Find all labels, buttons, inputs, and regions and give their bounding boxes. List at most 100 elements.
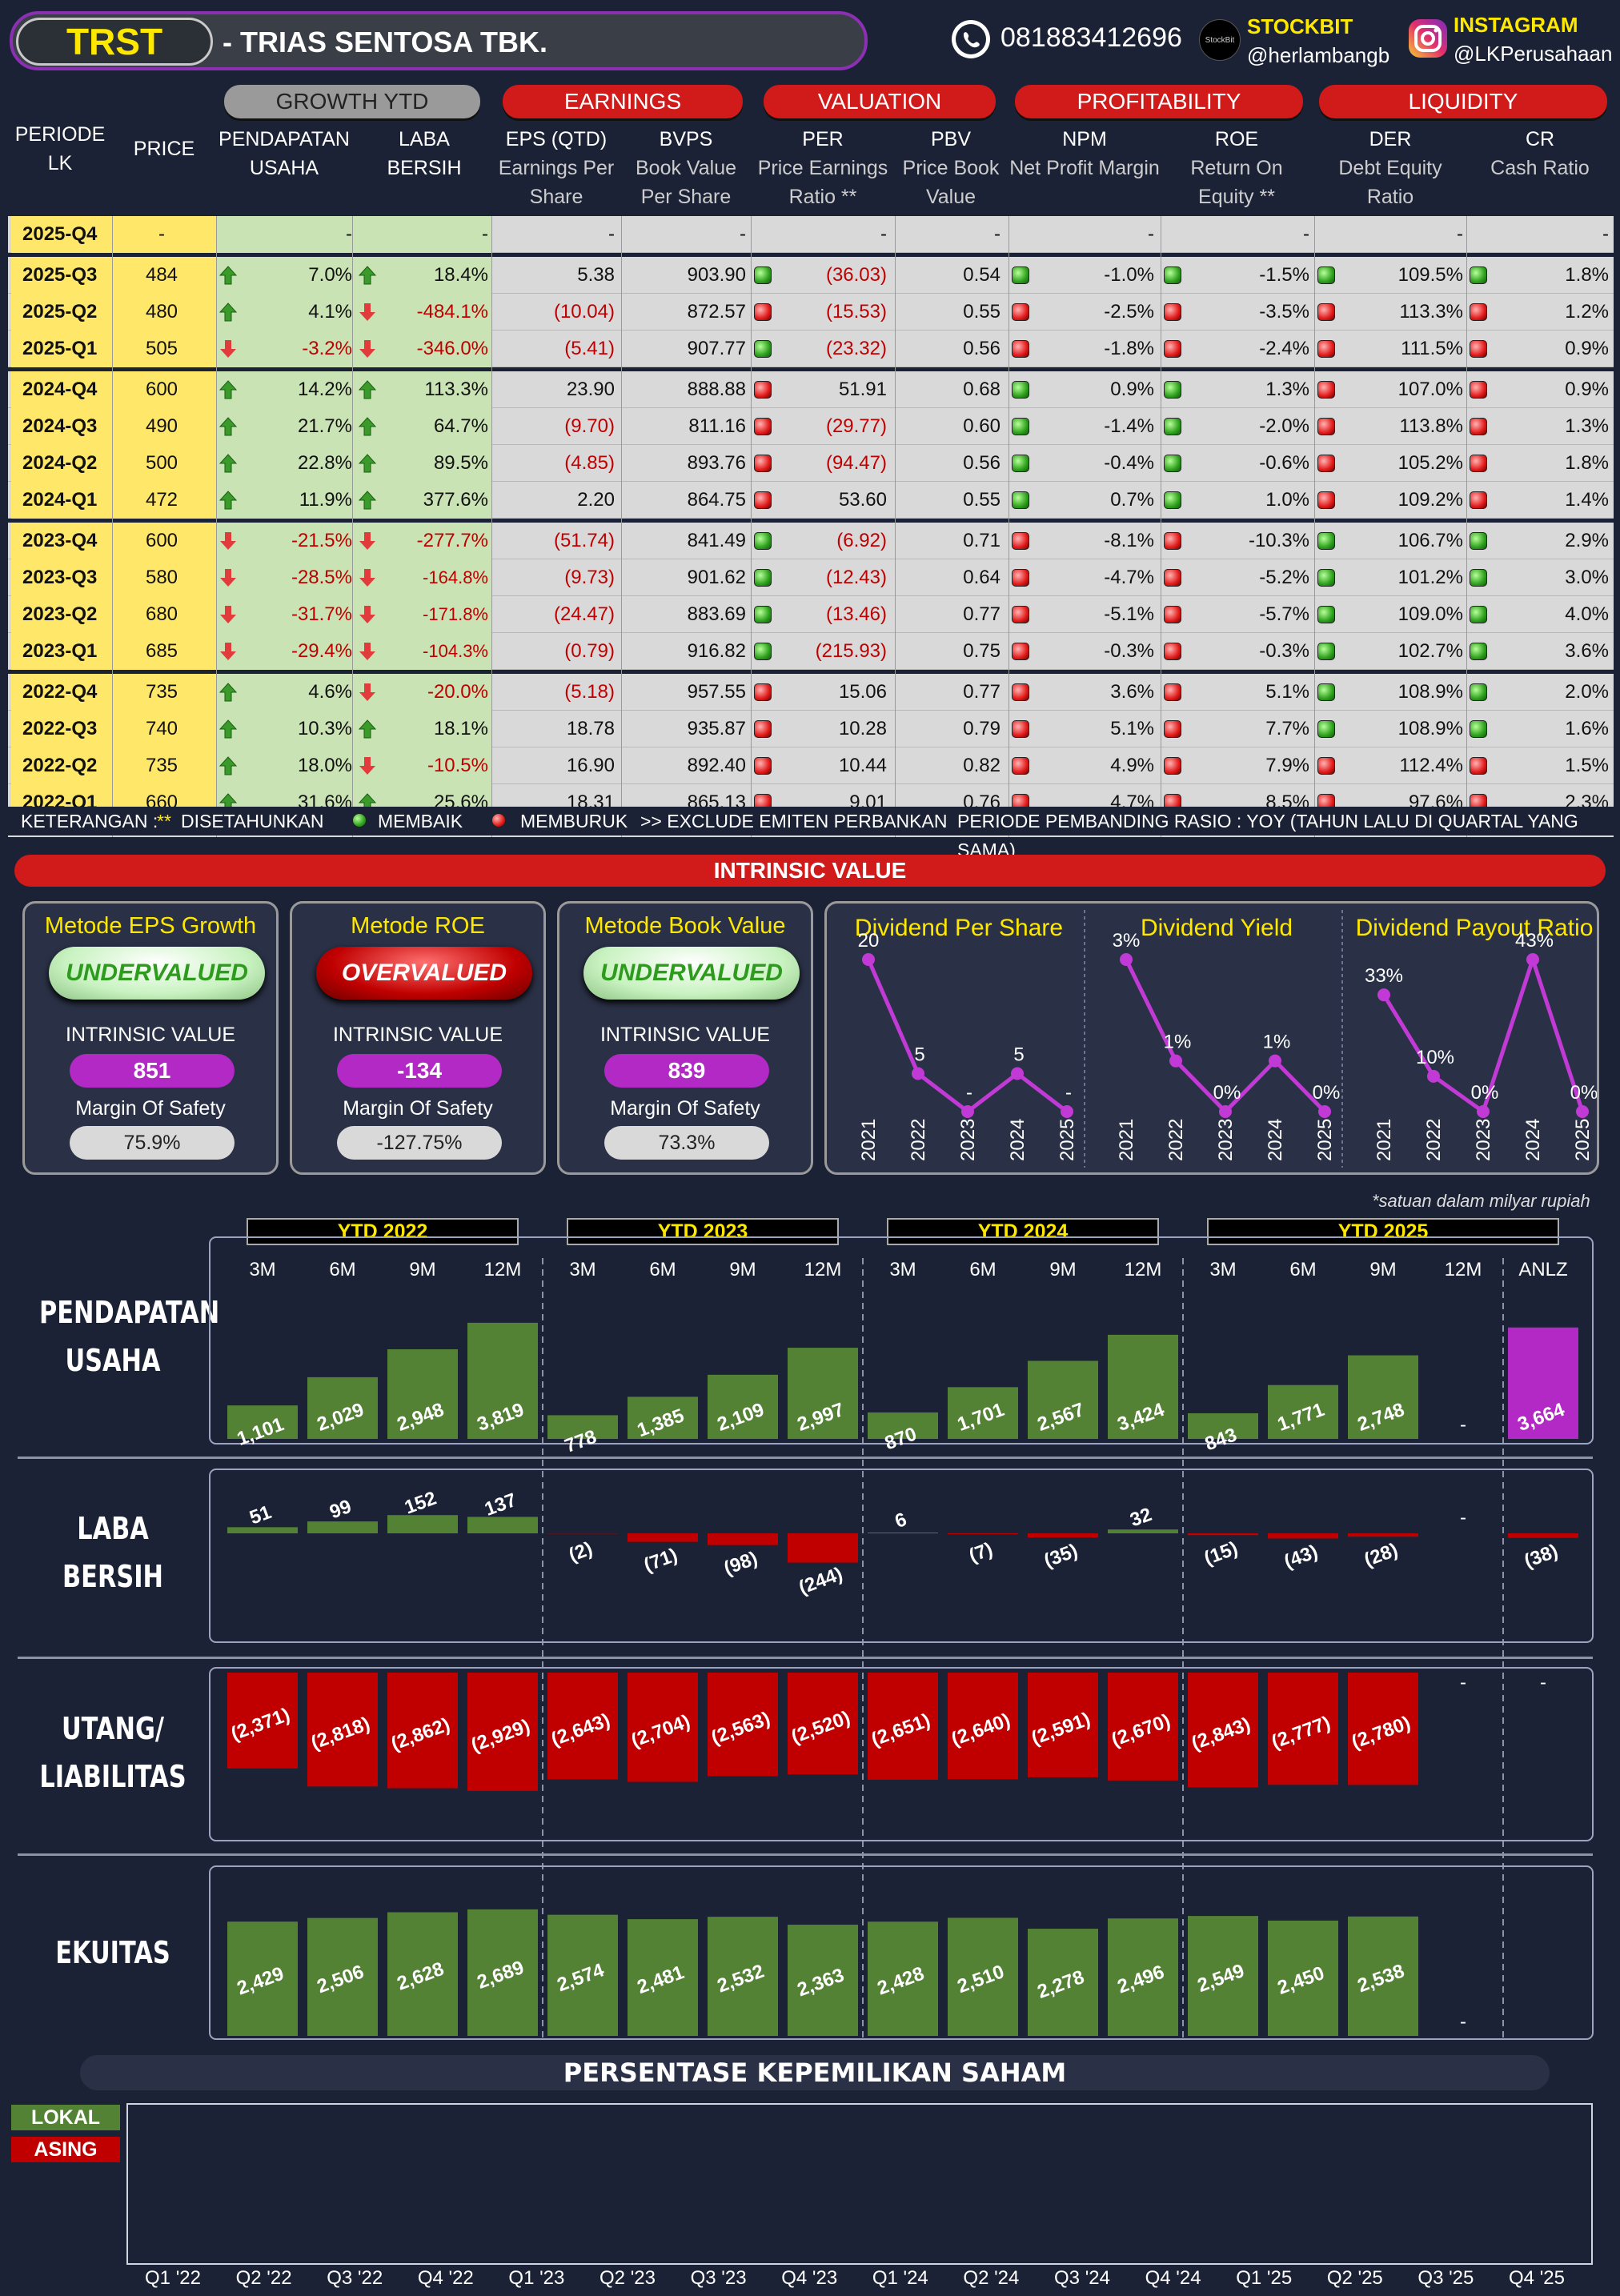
cell-roe: -3.5% xyxy=(1259,301,1309,323)
cell-laba: 18.1% xyxy=(378,711,488,747)
cell-npm: -2.5% xyxy=(1104,301,1154,323)
status-red-icon xyxy=(754,455,772,472)
cell-der: 113.8% xyxy=(1399,415,1463,437)
dividend-point xyxy=(1318,1105,1331,1118)
dividend-point xyxy=(1477,1105,1490,1118)
col-eps: EPS (QTD) Earnings Per Share xyxy=(498,128,615,208)
status-green-icon xyxy=(1164,381,1181,399)
cell-roe: 7.9% xyxy=(1265,755,1309,776)
dividend-year: 2023 xyxy=(1215,1119,1237,1161)
cell-pendapatan: - xyxy=(240,216,352,253)
dividend-label: 3% xyxy=(1113,930,1141,952)
bar xyxy=(307,1376,378,1439)
cell-laba: - xyxy=(378,216,488,253)
cell-der: - xyxy=(1457,223,1463,245)
arrow-up-icon xyxy=(359,491,376,510)
row-separator xyxy=(8,253,1614,257)
status-green-icon xyxy=(1317,643,1335,660)
dividend-year: 2025 xyxy=(1314,1119,1336,1161)
cell-npm: -5.1% xyxy=(1104,603,1154,625)
cell-pbv: 0.55 xyxy=(963,489,1000,511)
cell-bvps: 935.87 xyxy=(687,718,746,739)
status-green-icon xyxy=(754,606,772,623)
arrow-down-icon xyxy=(359,340,375,358)
cell-per: (215.93) xyxy=(815,640,887,662)
cell-eps: 16.90 xyxy=(566,755,615,776)
status-green-icon xyxy=(754,266,772,284)
cell-price: 680 xyxy=(107,596,216,633)
quarter-label: Q4 '25 xyxy=(1509,2267,1565,2289)
cell-price: 735 xyxy=(107,674,216,711)
dividend-year: 2024 xyxy=(1007,1119,1029,1161)
bar xyxy=(547,1914,618,2036)
stockbit-label: STOCKBIT xyxy=(1247,14,1353,38)
ekuitas-panel xyxy=(209,1865,1594,2040)
table-row: 2023-Q1 685 -29.4% -104.3% (0.79) 916.82 (215.… xyxy=(8,633,1614,670)
cell-pbv: 0.56 xyxy=(963,338,1000,359)
cell-npm: 5.1% xyxy=(1110,718,1154,739)
bar xyxy=(1028,1673,1098,1777)
table-row: 2023-Q3 580 -28.5% -164.8% (9.73) 901.62 (12.4… xyxy=(8,559,1614,596)
arrow-up-icon xyxy=(219,719,237,739)
status-red-icon xyxy=(1164,303,1181,321)
status-green-icon xyxy=(1317,532,1335,550)
status-red-icon xyxy=(1164,569,1181,587)
cell-pbv: - xyxy=(994,223,1000,245)
cell-per: (23.32) xyxy=(825,338,887,359)
cell-der: 107.0% xyxy=(1397,379,1463,400)
bar xyxy=(387,1348,458,1439)
cell-pbv: 0.79 xyxy=(963,718,1000,739)
mos-value: 75.9% xyxy=(70,1126,235,1160)
status-green-icon xyxy=(1012,491,1029,509)
bar xyxy=(227,1527,298,1533)
grid-line xyxy=(491,216,492,837)
cell-der: 109.2% xyxy=(1397,489,1463,511)
bar xyxy=(1268,1533,1338,1539)
quarter-label: Q4 '23 xyxy=(781,2267,837,2289)
card-title: Metode Book Value xyxy=(584,913,786,939)
dividend-label: 0% xyxy=(1570,1082,1597,1104)
cell-per: (29.77) xyxy=(825,415,887,437)
period-label: 6M xyxy=(969,1259,996,1280)
status-red-icon xyxy=(1012,569,1029,587)
status-red-icon xyxy=(754,418,772,435)
status-green-icon xyxy=(1470,569,1487,587)
bar xyxy=(1348,1533,1418,1537)
dividend-point xyxy=(1427,1069,1440,1083)
bar-label: (38) xyxy=(1522,1541,1561,1573)
cell-pendapatan: 7.0% xyxy=(240,257,352,294)
status-green-icon xyxy=(1317,569,1335,587)
cell-pendapatan: 18.0% xyxy=(240,747,352,784)
arrow-up-icon xyxy=(219,491,237,510)
arrow-up-icon xyxy=(219,683,237,702)
bar xyxy=(307,1673,378,1787)
cell-bvps: - xyxy=(740,223,746,245)
bar-label: (15) xyxy=(1201,1537,1241,1569)
table-row: 2023-Q4 600 -21.5% -277.7% (51.74) 841.49 (6.9… xyxy=(8,523,1614,559)
cell-npm: 3.6% xyxy=(1110,681,1154,703)
bar-label: 32 xyxy=(1127,1504,1154,1532)
valuation-status: UNDERVALUED xyxy=(49,947,265,1000)
col-pendapatan: PENDAPATAN USAHA xyxy=(219,128,350,179)
dividend-label: 5 xyxy=(914,1044,924,1066)
quarter-label: Q2 '25 xyxy=(1327,2267,1383,2289)
period-label: 9M xyxy=(729,1259,756,1280)
cell-roe: -1.5% xyxy=(1259,264,1309,286)
arrow-up-icon xyxy=(219,303,237,322)
period-label: 6M xyxy=(1289,1259,1316,1280)
cell-price: 500 xyxy=(107,445,216,482)
bar-label: - xyxy=(1460,1672,1466,1693)
cell-per: (94.47) xyxy=(825,452,887,474)
col-laba: LABA BERSIH xyxy=(387,128,462,179)
status-green-icon xyxy=(1012,381,1029,399)
cell-bvps: 957.55 xyxy=(687,681,746,703)
arrow-up-icon xyxy=(219,756,237,775)
period-label: 3M xyxy=(569,1259,595,1280)
cell-periode: 2022-Q2 xyxy=(11,747,107,784)
intrinsic-value: 851 xyxy=(70,1054,235,1088)
group-profitability: PROFITABILITY xyxy=(1015,85,1303,118)
legend-memburuk: MEMBURUK xyxy=(520,811,628,831)
dividend-year: 2025 xyxy=(1057,1119,1078,1161)
cell-der: 105.2% xyxy=(1397,452,1463,474)
status-green-icon xyxy=(1164,266,1181,284)
